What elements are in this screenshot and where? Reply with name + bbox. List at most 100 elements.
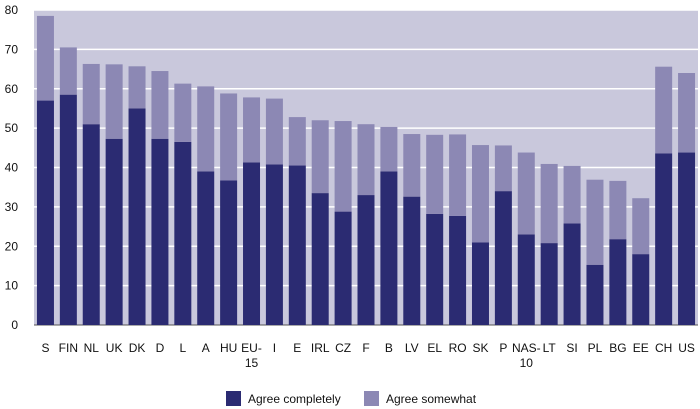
x-tick-label: BG <box>609 341 626 355</box>
bar-agree-somewhat-irl <box>311 120 329 194</box>
x-tick-label: HU <box>220 341 237 355</box>
x-tick-label: S <box>41 341 49 355</box>
bar-agree-completely-nl <box>82 124 100 325</box>
bar-agree-somewhat-d <box>151 71 169 139</box>
bar-agree-completely-fin <box>59 94 77 325</box>
bar-agree-somewhat-cz <box>334 121 352 212</box>
bar-agree-completely-lv <box>403 196 421 325</box>
x-tick-label: NL <box>84 341 100 355</box>
bar-agree-somewhat-nl <box>82 63 100 125</box>
x-tick-label: UK <box>106 341 123 355</box>
bar-agree-somewhat-f <box>357 124 375 196</box>
bar-agree-completely-ee <box>632 254 650 325</box>
bar-agree-completely-lt <box>540 243 558 325</box>
x-tick-label: EE <box>633 341 649 355</box>
x-tick-label: L <box>179 341 186 355</box>
x-tick-label: 10 <box>520 356 534 370</box>
bar-agree-somewhat-ch <box>655 66 673 154</box>
x-tick-label: SI <box>566 341 577 355</box>
x-tick-label: PL <box>588 341 603 355</box>
x-tick-label: CH <box>655 341 672 355</box>
bar-agree-completely-f <box>357 195 375 325</box>
x-tick-label: IRL <box>311 341 330 355</box>
bar-agree-somewhat-s <box>36 15 54 101</box>
bar-agree-completely-si <box>563 223 581 325</box>
bar-agree-somewhat-lv <box>403 134 421 197</box>
x-tick-label: FIN <box>59 341 78 355</box>
bar-agree-somewhat-ee <box>632 198 650 255</box>
bar-agree-somewhat-dk <box>128 66 146 109</box>
bar-agree-somewhat-si <box>563 165 581 224</box>
bar-agree-completely-p <box>494 191 512 325</box>
bar-agree-completely-ro <box>449 215 467 325</box>
x-tick-label: I <box>273 341 276 355</box>
x-tick-label: LT <box>543 341 557 355</box>
bar-agree-completely-a <box>197 171 215 325</box>
legend-swatch <box>226 391 241 406</box>
x-tick-label: EL <box>427 341 442 355</box>
legend-label: Agree somewhat <box>386 392 477 406</box>
x-tick-label: D <box>156 341 165 355</box>
x-tick-label: CZ <box>335 341 351 355</box>
y-tick-label: 20 <box>5 239 19 253</box>
y-tick-label: 40 <box>5 161 19 175</box>
bar-agree-somewhat-p <box>494 145 512 192</box>
bar-agree-completely-l <box>174 141 192 325</box>
bar-agree-somewhat-nas-10 <box>517 152 535 235</box>
bar-agree-completely-uk <box>105 138 123 325</box>
bar-agree-somewhat-e <box>288 117 306 166</box>
bar-agree-somewhat-i <box>265 98 283 165</box>
bar-agree-somewhat-a <box>197 86 215 172</box>
x-tick-label: LV <box>405 341 419 355</box>
bar-agree-somewhat-eu-15 <box>243 97 261 163</box>
x-tick-label: A <box>202 341 210 355</box>
x-tick-label: SK <box>472 341 488 355</box>
x-tick-label: RO <box>449 341 467 355</box>
y-tick-label: 0 <box>11 318 18 332</box>
x-tick-label: DK <box>129 341 146 355</box>
x-tick-label: P <box>499 341 507 355</box>
bar-agree-completely-dk <box>128 108 146 325</box>
bar-agree-somewhat-hu <box>220 93 238 181</box>
y-tick-label: 80 <box>5 3 19 17</box>
x-tick-label: 15 <box>245 356 259 370</box>
x-axis: S FIN NL UK DK D L A HU EU-15 I E IRL CZ F B LV EL RO SK P NA… <box>41 341 694 370</box>
bar-agree-completely-us <box>678 152 696 325</box>
x-tick-label: US <box>678 341 695 355</box>
bar-agree-completely-ch <box>655 153 673 325</box>
bar-agree-completely-cz <box>334 211 352 325</box>
bar-agree-completely-pl <box>586 264 604 325</box>
legend-swatch <box>364 391 379 406</box>
bar-agree-completely-el <box>426 213 444 325</box>
y-tick-label: 50 <box>5 121 19 135</box>
bar-agree-somewhat-el <box>426 134 444 214</box>
legend: Agree completely Agree somewhat <box>226 391 477 406</box>
bar-agree-completely-i <box>265 164 283 325</box>
bar-agree-somewhat-sk <box>471 145 489 243</box>
bar-agree-completely-b <box>380 171 398 325</box>
bar-agree-somewhat-pl <box>586 179 604 265</box>
bar-agree-completely-irl <box>311 193 329 325</box>
bar-agree-somewhat-bg <box>609 180 627 240</box>
x-tick-label: E <box>293 341 301 355</box>
bar-agree-somewhat-fin <box>59 47 77 95</box>
x-tick-label: B <box>385 341 393 355</box>
x-tick-label: F <box>362 341 369 355</box>
bar-agree-completely-d <box>151 138 169 325</box>
bar-agree-completely-nas-10 <box>517 234 535 325</box>
bar-agree-somewhat-ro <box>449 134 467 216</box>
y-tick-label: 70 <box>5 42 19 56</box>
bar-agree-completely-s <box>36 100 54 325</box>
legend-label: Agree completely <box>248 392 341 406</box>
y-tick-label: 30 <box>5 200 19 214</box>
bar-agree-somewhat-l <box>174 83 192 142</box>
bar-agree-completely-sk <box>471 242 489 325</box>
y-tick-label: 60 <box>5 82 19 96</box>
bar-agree-completely-eu-15 <box>243 162 261 325</box>
bar-agree-somewhat-b <box>380 126 398 172</box>
x-tick-label: EU- <box>241 341 262 355</box>
y-tick-label: 10 <box>5 279 19 293</box>
bars <box>36 15 696 325</box>
bar-agree-completely-bg <box>609 239 627 325</box>
